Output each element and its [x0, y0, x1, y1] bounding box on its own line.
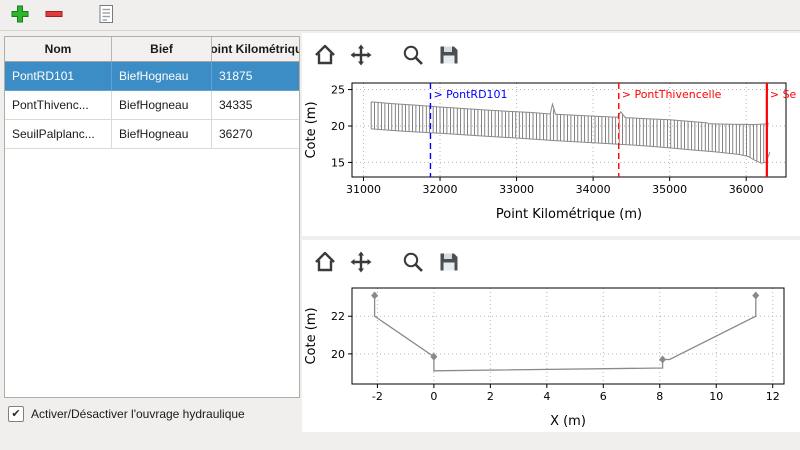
cell-bief[interactable]: BiefHogneau: [111, 90, 212, 120]
svg-text:Cote (m): Cote (m): [304, 101, 319, 158]
magnifier-icon: [401, 43, 425, 70]
svg-text:25: 25: [331, 84, 345, 97]
home-button[interactable]: [312, 43, 338, 69]
svg-text:-2: -2: [372, 390, 383, 403]
column-header-pk-label: Point Kilométrique: [212, 42, 300, 56]
pan-arrows-icon: [349, 250, 373, 277]
svg-text:32000: 32000: [423, 183, 458, 196]
cell-bief[interactable]: BiefHogneau: [111, 61, 212, 91]
save-button[interactable]: [436, 250, 462, 276]
svg-text:4: 4: [543, 390, 550, 403]
table-row[interactable]: SeuilPalplanc... BiefHogneau 36270: [5, 119, 299, 149]
cell-nom[interactable]: SeuilPalplanc...: [5, 119, 112, 149]
svg-text:34000: 34000: [576, 183, 611, 196]
column-header-bief[interactable]: Bief: [111, 37, 212, 62]
cell-bief[interactable]: BiefHogneau: [111, 119, 212, 149]
profile-plot-section: 31000 32000 33000 34000 35000 36000 15 20 25 > Po…: [302, 33, 800, 236]
svg-text:20: 20: [331, 120, 345, 133]
zoom-button[interactable]: [400, 43, 426, 69]
svg-text:Cote (m): Cote (m): [304, 307, 319, 364]
ouvrages-table: Nom Bief Point Kilométrique PontRD101Bie…: [4, 36, 300, 398]
checkbox-label: Activer/Désactiver l'ouvrage hydraulique: [31, 407, 245, 421]
svg-text:Point Kilométrique (m): Point Kilométrique (m): [496, 207, 642, 222]
remove-button[interactable]: [42, 3, 66, 27]
cross-section-plot-section: -2 0 2 4 6 8 10 12 20 22 X (m) Cote (m): [302, 240, 800, 432]
cell-pk[interactable]: 34335: [211, 90, 299, 120]
svg-text:12: 12: [766, 390, 780, 403]
plus-icon: [10, 4, 30, 27]
pan-button[interactable]: [348, 250, 374, 276]
document-icon: [96, 4, 116, 27]
svg-text:> PontThivencelle: > PontThivencelle: [622, 88, 722, 101]
edit-button[interactable]: [94, 3, 118, 27]
svg-text:10: 10: [709, 390, 723, 403]
svg-text:31000: 31000: [346, 183, 381, 196]
cross-section-plot-toolbar: [302, 240, 800, 276]
save-icon: [437, 250, 461, 277]
svg-text:33000: 33000: [499, 183, 534, 196]
magnifier-icon: [401, 250, 425, 277]
svg-text:> SeuilPalplanches: > SeuilPalplanches: [770, 88, 796, 101]
svg-text:35000: 35000: [652, 183, 687, 196]
cell-pk[interactable]: 36270: [211, 119, 299, 149]
column-header-nom[interactable]: Nom: [5, 37, 112, 62]
activate-ouvrage-checkbox[interactable]: ✔ Activer/Désactiver l'ouvrage hydrauliq…: [8, 406, 245, 422]
table-header: Nom Bief Point Kilométrique: [5, 37, 300, 62]
svg-text:22: 22: [331, 310, 345, 323]
svg-text:2: 2: [487, 390, 494, 403]
svg-text:8: 8: [656, 390, 663, 403]
pan-arrows-icon: [349, 43, 373, 70]
longitudinal-profile-chart[interactable]: 31000 32000 33000 34000 35000 36000 15 20 25 > Po…: [302, 73, 796, 223]
svg-text:> PontRD101: > PontRD101: [433, 88, 507, 101]
svg-text:20: 20: [331, 348, 345, 361]
table-row[interactable]: PontRD101 BiefHogneau 31875: [5, 61, 299, 91]
home-button[interactable]: [312, 250, 338, 276]
add-button[interactable]: [8, 3, 32, 27]
checkbox-icon: ✔: [8, 406, 24, 422]
save-icon: [437, 43, 461, 70]
checkmark-icon: ✔: [11, 407, 21, 420]
zoom-button[interactable]: [400, 250, 426, 276]
column-header-point-kilometrique[interactable]: Point Kilométrique: [211, 37, 300, 62]
svg-text:15: 15: [331, 156, 345, 169]
main-toolbar: [0, 0, 800, 31]
pan-button[interactable]: [348, 43, 374, 69]
svg-text:6: 6: [600, 390, 607, 403]
home-icon: [313, 250, 337, 277]
profile-plot-toolbar: [302, 33, 800, 69]
save-button[interactable]: [436, 43, 462, 69]
svg-text:36000: 36000: [729, 183, 764, 196]
cell-nom[interactable]: PontThivenc...: [5, 90, 112, 120]
table-row[interactable]: PontThivenc... BiefHogneau 34335: [5, 90, 299, 120]
svg-text:0: 0: [430, 390, 437, 403]
svg-text:X (m): X (m): [550, 414, 586, 429]
home-icon: [313, 43, 337, 70]
cell-nom[interactable]: PontRD101: [5, 61, 112, 91]
cross-section-chart[interactable]: -2 0 2 4 6 8 10 12 20 22 X (m) Cote (m): [302, 280, 796, 430]
cell-pk[interactable]: 31875: [211, 61, 299, 91]
minus-icon: [44, 4, 64, 27]
